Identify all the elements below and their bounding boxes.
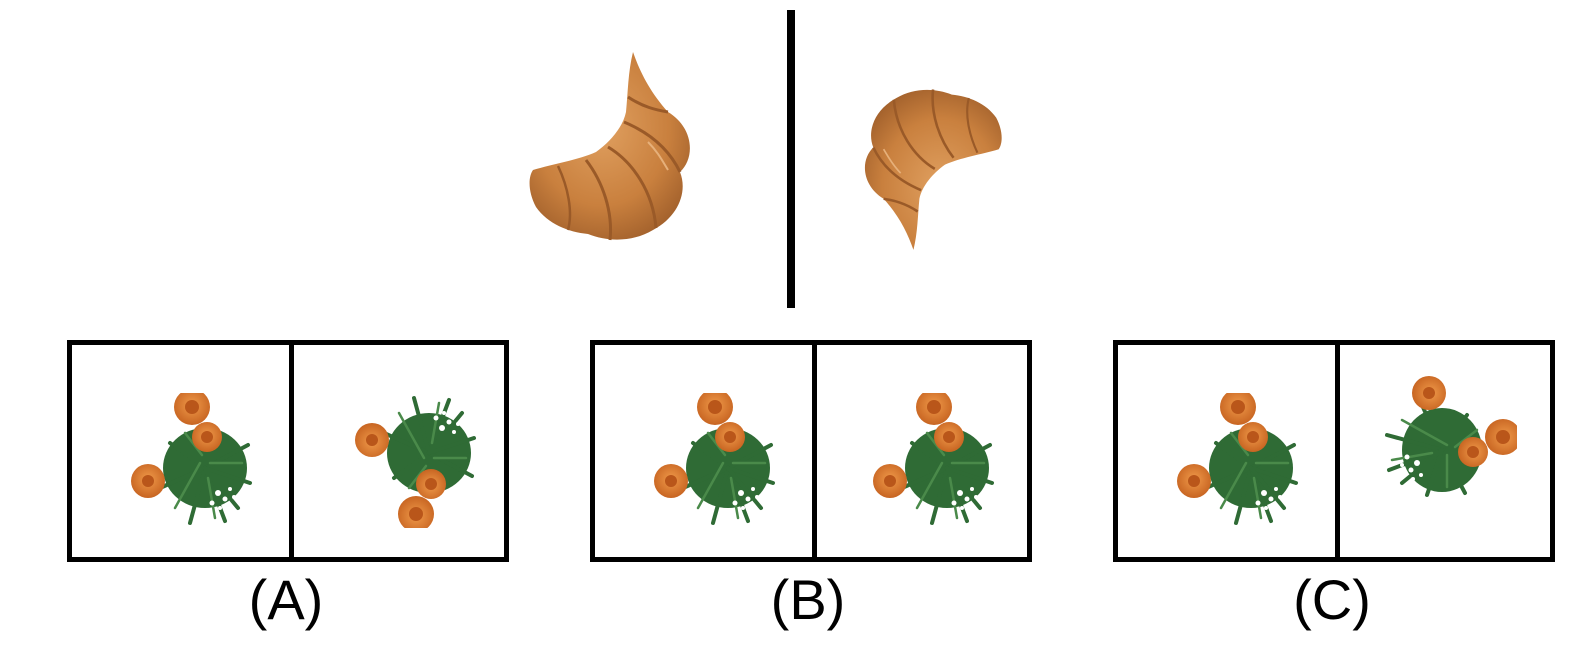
option-b-panel[interactable] bbox=[590, 340, 1032, 562]
flower-plant-icon bbox=[872, 393, 994, 525]
option-c-panel[interactable] bbox=[1113, 340, 1555, 562]
reference-divider bbox=[787, 10, 795, 308]
flower-plant-icon bbox=[130, 393, 252, 525]
option-a-label: (A) bbox=[248, 568, 324, 631]
option-c-left-cell bbox=[1118, 345, 1335, 557]
flower-plant-icon bbox=[1176, 393, 1298, 525]
option-a-left-cell bbox=[72, 345, 289, 557]
option-c-right-cell bbox=[1340, 345, 1550, 557]
option-b-right-cell bbox=[817, 345, 1027, 557]
option-c-divider bbox=[1335, 345, 1340, 557]
flower-plant-rotated-icon bbox=[1385, 375, 1517, 497]
flower-plant-mirrored-icon bbox=[354, 396, 476, 528]
option-a-divider bbox=[289, 345, 294, 557]
reference-croissant-right bbox=[858, 78, 1003, 258]
option-c-label: (C) bbox=[1293, 568, 1371, 631]
option-b-label: (B) bbox=[770, 568, 846, 631]
option-b-divider bbox=[812, 345, 817, 557]
reference-croissant-left bbox=[528, 52, 698, 244]
option-a-right-cell bbox=[294, 345, 504, 557]
option-b-left-cell bbox=[595, 345, 812, 557]
option-a-panel[interactable] bbox=[67, 340, 509, 562]
flower-plant-icon bbox=[653, 393, 775, 525]
